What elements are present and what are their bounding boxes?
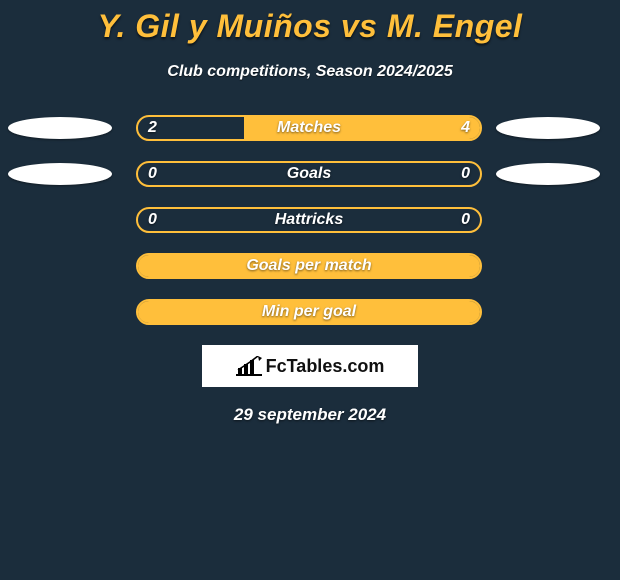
stat-label: Hattricks xyxy=(138,209,480,231)
stat-row: 0 0Goals xyxy=(0,161,620,187)
stat-bar: 0 0Hattricks xyxy=(136,207,482,233)
page-subtitle: Club competitions, Season 2024/2025 xyxy=(0,63,620,81)
stat-bar: 0 0Goals xyxy=(136,161,482,187)
stat-bar-fill-right xyxy=(138,301,480,323)
stats-rows: 24Matches00Goals00HattricksGoals per mat… xyxy=(0,115,620,325)
page-title: Y. Gil y Muiños vs M. Engel xyxy=(0,8,620,45)
stat-bar: Goals per match xyxy=(136,253,482,279)
stat-row: 24Matches xyxy=(0,115,620,141)
stat-right-value: 0 xyxy=(461,209,470,231)
stat-bar: 24Matches xyxy=(136,115,482,141)
stat-left-value: 2 xyxy=(148,117,157,139)
right-player-marker xyxy=(496,163,600,185)
left-player-marker xyxy=(8,163,112,185)
stat-row: 0 0Hattricks xyxy=(0,207,620,233)
stat-right-value: 0 xyxy=(461,163,470,185)
left-player-marker xyxy=(8,117,112,139)
stat-bar: Min per goal xyxy=(136,299,482,325)
stat-left-value: 0 xyxy=(148,209,157,231)
stat-row: Goals per match xyxy=(0,253,620,279)
attribution-text: FcTables.com xyxy=(266,356,385,377)
stat-bar-fill-right xyxy=(138,255,480,277)
attribution-badge: FcTables.com xyxy=(202,345,418,387)
bar-chart-icon xyxy=(236,356,262,376)
right-player-marker xyxy=(496,117,600,139)
stat-left-value: 0 xyxy=(148,163,157,185)
date-label: 29 september 2024 xyxy=(0,405,620,425)
stat-row: Min per goal xyxy=(0,299,620,325)
stat-label: Goals xyxy=(138,163,480,185)
stat-bar-fill-right xyxy=(244,117,480,139)
